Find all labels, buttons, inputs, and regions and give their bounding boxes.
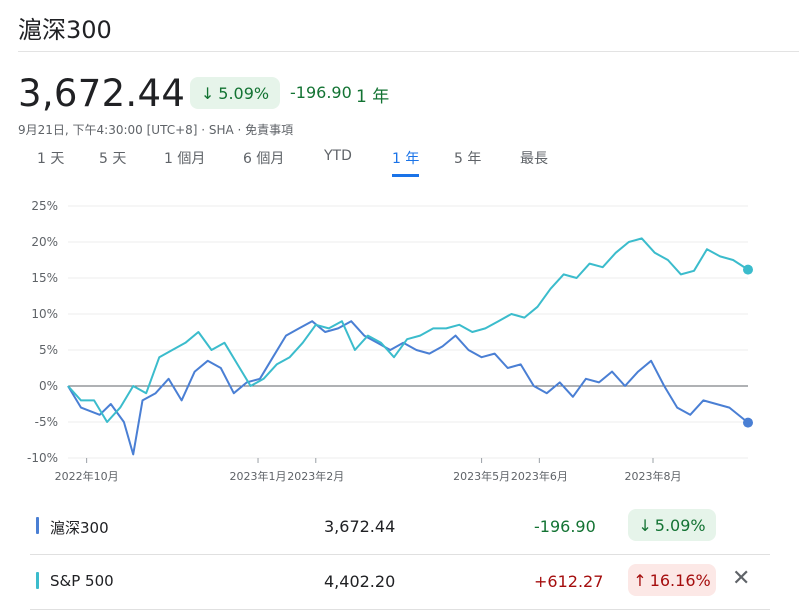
series-line-csi300 [67,320,749,456]
legend-row-csi300: 滬深300 3,672.44 -196.90 ↓ 5.09% [30,502,770,552]
remove-comparison-close-icon[interactable]: ✕ [732,566,751,591]
series-pct-badge: ↓ 5.09% [628,509,716,541]
series-lines [67,237,753,456]
y-tick-label: -5% [35,415,58,429]
arrow-up-icon: ↑ [633,570,647,590]
header-divider [18,51,799,52]
current-price: 3,672.44 [18,72,186,115]
tab-1m[interactable]: 1 個月 [164,151,206,167]
comparison-chart[interactable]: 25%20%15%10%5%0%-5%-10% 2022年10月 2023年1月 2… [0,190,799,490]
legend-divider [30,554,770,555]
y-tick-label: 15% [31,271,58,285]
series-value: 3,672.44 [324,517,396,536]
series-line-sp500 [67,237,749,423]
tab-5y[interactable]: 5 年 [454,151,482,167]
legend-divider [30,609,770,610]
tab-1d[interactable]: 1 天 [37,151,65,167]
tab-5d[interactable]: 5 天 [99,151,127,167]
arrow-down-icon: ↓ [200,83,215,103]
y-tick-label: 5% [39,343,58,357]
x-tick-label: 2023年2月 [287,469,344,483]
series-swatch [36,572,39,589]
abs-change: -196.90 [290,83,352,102]
y-tick-label: -10% [27,451,58,465]
series-change: -196.90 [534,517,596,536]
x-tick-label: 2023年5月 [453,469,510,483]
y-axis-ticks: 25% 20% 15% 10% 5% 0% -5% -10% [27,199,58,465]
x-tick-label: 2023年1月 [230,469,287,483]
series-swatch [36,517,39,534]
x-axis-ticks: 2022年10月 2023年1月 2023年2月 2023年5月 2023年6月 2023… [55,458,681,483]
series-endpoint-sp500 [743,264,753,275]
tab-max[interactable]: 最長 [520,151,548,167]
series-endpoint-csi300 [743,417,753,428]
x-tick-label: 2023年8月 [624,469,681,483]
arrow-down-icon: ↓ [638,515,652,535]
tab-6m[interactable]: 6 個月 [243,151,285,167]
pct-change-value: 5.09% [218,83,270,103]
page-title: 滬深300 [18,16,112,44]
tab-1y[interactable]: 1 年 [392,148,420,177]
series-pct: 5.09% [654,515,706,535]
grid [68,205,748,459]
pct-change-badge: ↓ 5.09% [190,77,280,109]
x-tick-label: 2023年6月 [511,469,568,483]
series-pct-badge: ↑ 16.16% [628,564,716,596]
tab-ytd[interactable]: YTD [324,148,352,164]
series-pct: 16.16% [649,570,711,590]
quote-meta: 9月21日, 下午4:30:00 [UTC+8] · SHA · 免責事項 [18,123,294,137]
period-label: 1 年 [356,87,390,107]
y-tick-label: 25% [31,199,58,213]
y-tick-label: 0% [39,379,58,393]
series-name: 滬深300 [50,519,109,537]
series-name: S&P 500 [50,572,114,590]
legend-row-sp500: S&P 500 4,402.20 +612.27 ↑ 16.16% [30,557,770,607]
series-change: +612.27 [534,572,604,591]
y-tick-label: 20% [31,235,58,249]
x-tick-label: 2022年10月 [55,469,119,483]
series-value: 4,402.20 [324,572,396,591]
y-tick-label: 10% [31,307,58,321]
